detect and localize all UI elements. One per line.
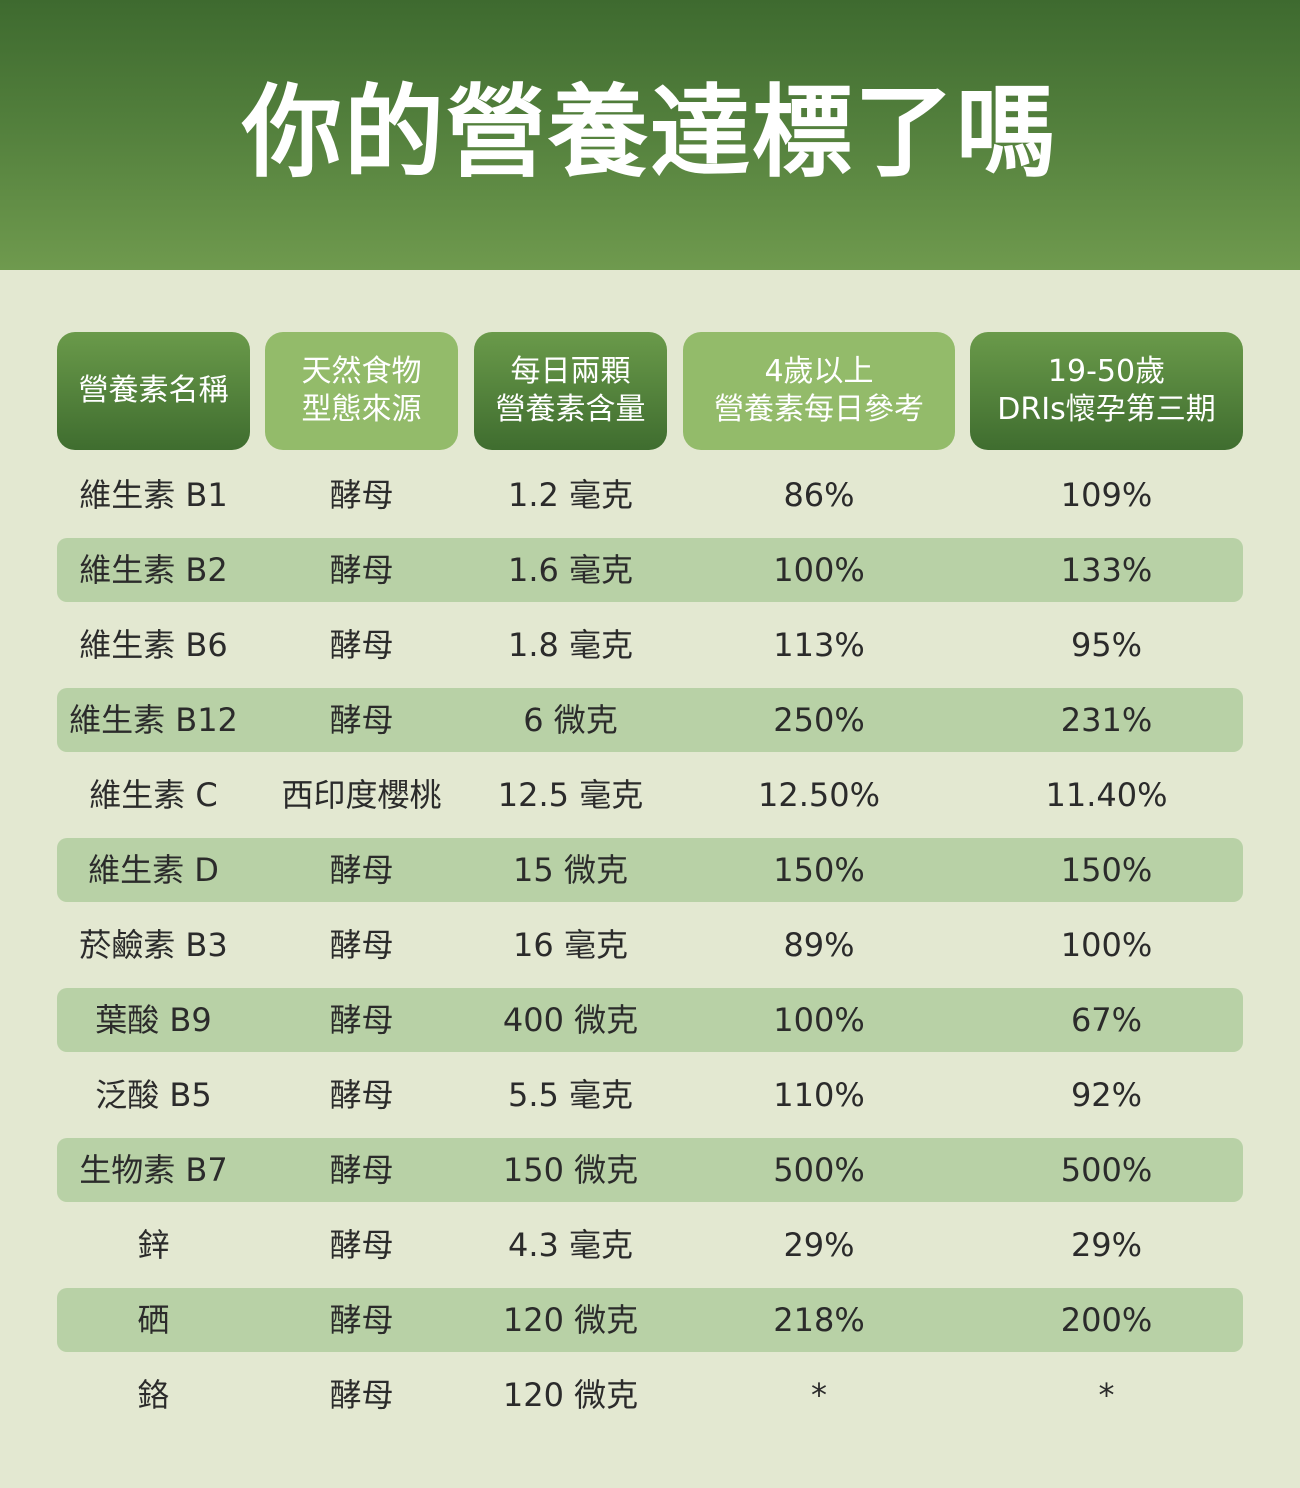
table-row: 生物素 B7 酵母 150 微克 500% 500%	[57, 1138, 1243, 1202]
dris-cell: 29%	[1070, 1226, 1143, 1264]
nutrient-name-cell: 生物素 B7	[79, 1151, 228, 1189]
table-row: 維生素 C 西印度櫻桃 12.5 毫克 12.50% 11.40%	[57, 763, 1243, 827]
amount-cell: 16 毫克	[513, 926, 628, 964]
column-header-daily-reference: 4歲以上 營養素每日參考	[683, 332, 955, 450]
dris-cell: 200%	[1060, 1301, 1153, 1339]
table-row: 維生素 B1 酵母 1.2 毫克 86% 109%	[57, 463, 1243, 527]
header-banner: 你的營養達標了嗎	[0, 0, 1300, 270]
column-header-line: 型態來源	[301, 392, 422, 427]
column-header-line: 每日兩顆	[510, 354, 631, 389]
table-row: 維生素 B2 酵母 1.6 毫克 100% 133%	[57, 538, 1243, 602]
column-header-dris-pregnancy: 19-50歲 DRIs懷孕第三期	[970, 332, 1243, 450]
nutrient-name-cell: 維生素 B2	[79, 551, 228, 589]
daily-reference-cell: 86%	[783, 476, 855, 514]
dris-cell: 500%	[1060, 1151, 1153, 1189]
column-header-line: 4歲以上	[764, 354, 874, 389]
nutrient-name-cell: 葉酸 B9	[95, 1001, 212, 1039]
amount-cell: 400 微克	[502, 1001, 639, 1039]
daily-reference-cell: 500%	[773, 1151, 865, 1189]
amount-cell: 5.5 毫克	[507, 1076, 634, 1114]
amount-cell: 1.8 毫克	[507, 626, 634, 664]
daily-reference-cell: 89%	[783, 926, 855, 964]
amount-cell: 4.3 毫克	[507, 1226, 634, 1264]
table-row: 鉻 酵母 120 微克 * *	[57, 1363, 1243, 1427]
daily-reference-cell: 110%	[773, 1076, 865, 1114]
daily-reference-cell: 218%	[773, 1301, 865, 1339]
column-header-line: 營養素每日參考	[714, 392, 924, 427]
column-header-daily-amount: 每日兩顆 營養素含量	[474, 332, 667, 450]
table-row: 維生素 B6 酵母 1.8 毫克 113% 95%	[57, 613, 1243, 677]
column-header-nutrient-name: 營養素名稱	[57, 332, 250, 450]
amount-cell: 120 微克	[502, 1301, 639, 1339]
nutrient-name-cell: 菸鹼素 B3	[79, 926, 228, 964]
nutrient-name-cell: 維生素 B1	[79, 476, 228, 514]
daily-reference-cell: 12.50%	[757, 776, 880, 814]
column-header-line: 營養素含量	[495, 392, 646, 427]
column-header-line: 天然食物	[301, 354, 422, 389]
nutrient-name-cell: 鋅	[137, 1226, 170, 1264]
daily-reference-cell: 100%	[773, 551, 865, 589]
nutrient-name-cell: 維生素 B12	[69, 701, 238, 739]
table-row: 菸鹼素 B3 酵母 16 毫克 89% 100%	[57, 913, 1243, 977]
daily-reference-cell: 113%	[773, 626, 865, 664]
column-header-line: 19-50歲	[1047, 354, 1166, 389]
dris-cell: 133%	[1060, 551, 1153, 589]
food-source-cell: 酵母	[329, 1301, 394, 1339]
food-source-cell: 西印度櫻桃	[281, 776, 442, 814]
amount-cell: 1.6 毫克	[507, 551, 634, 589]
amount-cell: 15 微克	[513, 851, 628, 889]
food-source-cell: 酵母	[329, 1151, 394, 1189]
nutrient-name-cell: 維生素 B6	[79, 626, 228, 664]
food-source-cell: 酵母	[329, 1226, 394, 1264]
food-source-cell: 酵母	[329, 926, 394, 964]
dris-cell: 67%	[1070, 1001, 1143, 1039]
nutrient-name-cell: 硒	[137, 1301, 170, 1339]
food-source-cell: 酵母	[329, 851, 394, 889]
table-row: 鋅 酵母 4.3 毫克 29% 29%	[57, 1213, 1243, 1277]
page-title: 你的營養達標了嗎	[242, 73, 1058, 191]
food-source-cell: 酵母	[329, 626, 394, 664]
column-header-line: 營養素名稱	[78, 373, 229, 408]
daily-reference-cell: 100%	[773, 1001, 865, 1039]
table-row: 泛酸 B5 酵母 5.5 毫克 110% 92%	[57, 1063, 1243, 1127]
table-row: 硒 酵母 120 微克 218% 200%	[57, 1288, 1243, 1352]
daily-reference-cell: 29%	[783, 1226, 855, 1264]
nutrient-name-cell: 泛酸 B5	[95, 1076, 212, 1114]
food-source-cell: 酵母	[329, 551, 394, 589]
daily-reference-cell: 250%	[773, 701, 865, 739]
dris-cell: 92%	[1070, 1076, 1143, 1114]
amount-cell: 6 微克	[523, 701, 618, 739]
dris-cell: 95%	[1070, 626, 1143, 664]
amount-cell: 12.5 毫克	[497, 776, 644, 814]
amount-cell: 1.2 毫克	[507, 476, 634, 514]
nutrient-name-cell: 鉻	[137, 1376, 170, 1414]
dris-cell: 11.40%	[1045, 776, 1168, 814]
daily-reference-cell: 150%	[773, 851, 865, 889]
food-source-cell: 酵母	[329, 1001, 394, 1039]
food-source-cell: 酵母	[329, 1376, 394, 1414]
dris-cell: 100%	[1060, 926, 1153, 964]
food-source-cell: 酵母	[329, 476, 394, 514]
table-row: 葉酸 B9 酵母 400 微克 100% 67%	[57, 988, 1243, 1052]
amount-cell: 150 微克	[502, 1151, 639, 1189]
nutrient-name-cell: 維生素 C	[89, 776, 218, 814]
daily-reference-cell: *	[811, 1376, 827, 1414]
dris-cell: *	[1098, 1376, 1115, 1414]
column-header-food-source: 天然食物 型態來源	[265, 332, 458, 450]
food-source-cell: 酵母	[329, 1076, 394, 1114]
nutrient-name-cell: 維生素 D	[88, 851, 219, 889]
amount-cell: 120 微克	[502, 1376, 639, 1414]
dris-cell: 150%	[1060, 851, 1153, 889]
column-header-line: DRIs懷孕第三期	[997, 392, 1216, 427]
dris-cell: 109%	[1060, 476, 1153, 514]
food-source-cell: 酵母	[329, 701, 394, 739]
table-row: 維生素 D 酵母 15 微克 150% 150%	[57, 838, 1243, 902]
table-row: 維生素 B12 酵母 6 微克 250% 231%	[57, 688, 1243, 752]
dris-cell: 231%	[1060, 701, 1153, 739]
